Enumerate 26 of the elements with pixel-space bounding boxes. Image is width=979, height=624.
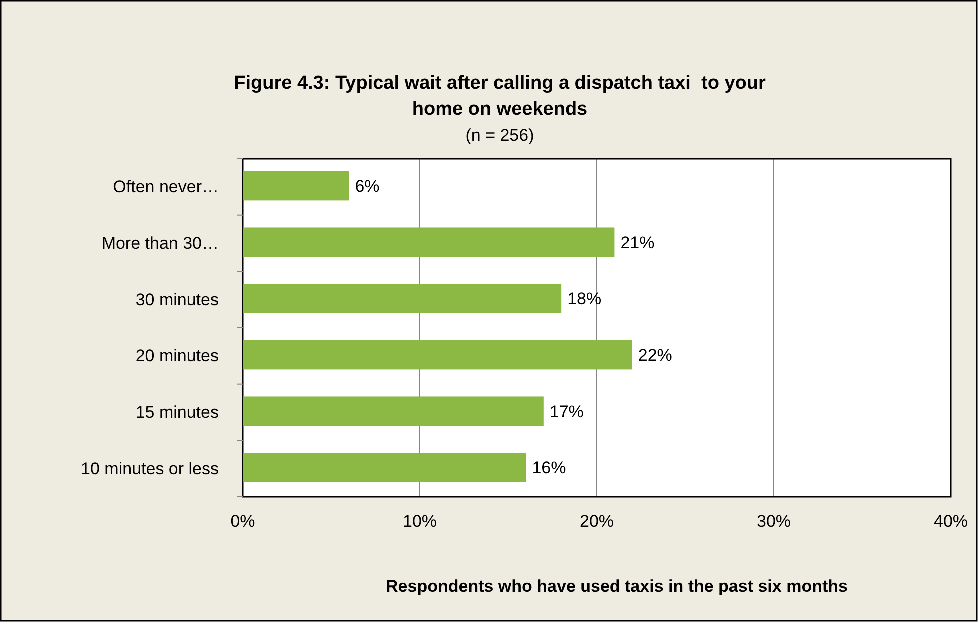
y-tick-label: Often never… bbox=[113, 178, 219, 197]
chart-subtitle: (n = 256) bbox=[466, 126, 534, 145]
y-tick-label: 30 minutes bbox=[136, 290, 219, 310]
x-tick-label: 10% bbox=[402, 512, 438, 532]
chart-title: Figure 4.3: Typical wait after calling a dispatch taxi to your home on weekends bbox=[234, 73, 766, 120]
bar bbox=[243, 284, 562, 314]
y-tick-label: 20 minutes bbox=[136, 346, 219, 366]
data-label: 22% bbox=[638, 346, 672, 366]
bar bbox=[243, 228, 615, 258]
bar bbox=[243, 396, 544, 426]
bar bbox=[243, 171, 350, 201]
y-tick-label: 10 minutes or less bbox=[81, 459, 219, 478]
x-tick-label: 40% bbox=[934, 512, 968, 532]
x-tick-label: 30% bbox=[756, 512, 792, 532]
data-label: 16% bbox=[532, 458, 566, 478]
y-tick-label: 15 minutes bbox=[136, 402, 219, 422]
x-tick-label: 20% bbox=[580, 512, 614, 532]
x-tick-label: 0% bbox=[230, 512, 256, 532]
data-label: 6% bbox=[355, 177, 380, 196]
y-tick-label: More than 30… bbox=[102, 234, 219, 253]
bar bbox=[243, 340, 632, 370]
data-label: 21% bbox=[620, 233, 655, 252]
data-label: 17% bbox=[550, 402, 584, 422]
data-label: 18% bbox=[568, 290, 602, 309]
x-axis-title: Respondents who have used taxis in the past six months bbox=[386, 577, 848, 596]
bar bbox=[243, 453, 526, 482]
